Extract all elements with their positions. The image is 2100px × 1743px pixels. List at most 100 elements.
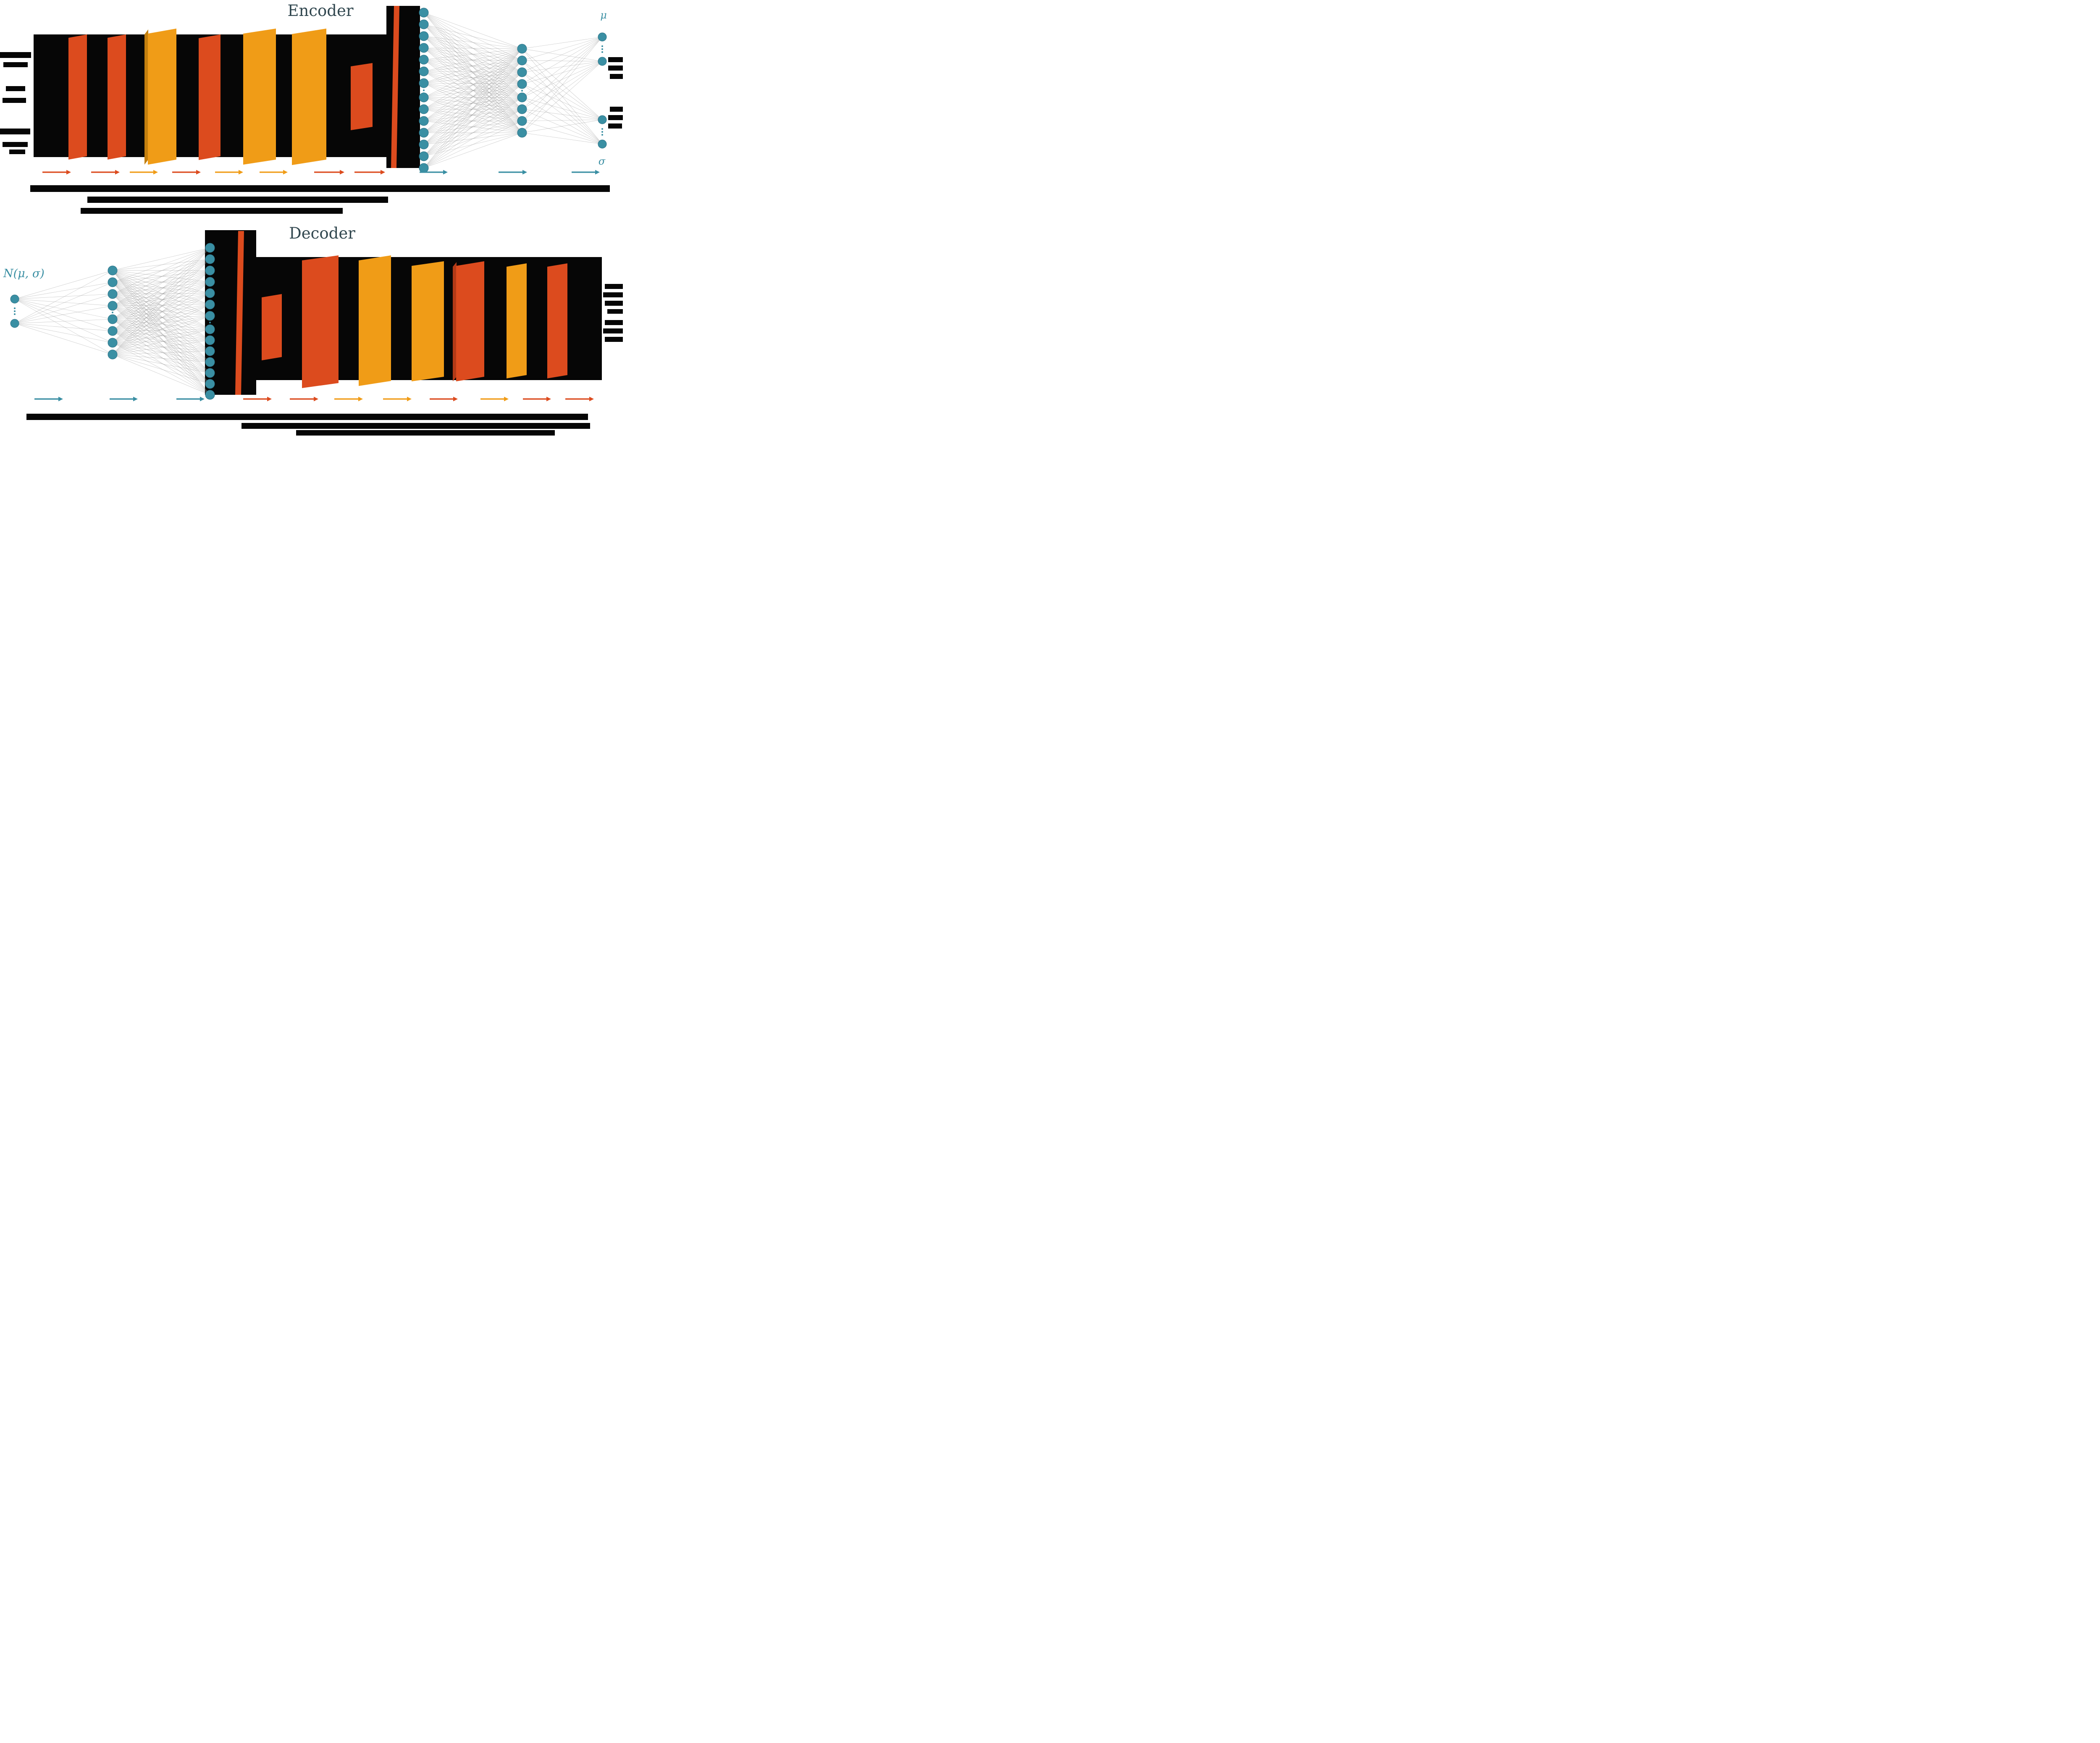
fc-edge: [112, 293, 210, 306]
fc-edge: [112, 270, 210, 343]
fc-edge: [112, 281, 210, 355]
decoder-right-label-bar: [607, 309, 623, 314]
decoder-fc-node: [205, 265, 215, 276]
fc-edge: [112, 293, 210, 294]
fc-edge: [112, 294, 210, 305]
encoder-pool-slab-side: [144, 29, 148, 165]
fc-edge: [112, 294, 210, 316]
fc-edge: [112, 293, 210, 320]
encoder-conv-slab: [351, 63, 373, 130]
fc-edge: [423, 97, 522, 133]
fc-edge: [522, 84, 603, 144]
encoder-left-label-bar: [3, 98, 26, 103]
decoder-fc-node: [205, 335, 215, 345]
encoder-fc-node: [419, 55, 429, 65]
fc-edge: [112, 247, 210, 283]
encoder-pool-slab: [243, 29, 276, 165]
fc-edge: [423, 97, 522, 157]
fc-edge: [112, 270, 210, 362]
fc-edge: [112, 282, 210, 373]
fc-edge: [423, 12, 522, 98]
fc-edge: [112, 281, 210, 306]
decoder-flow-arrow-head: [133, 396, 138, 402]
decoder-conv-slab: [456, 261, 484, 381]
diagram-svg: Encoder Decoder μ σ N(μ, σ): [0, 2, 623, 436]
fc-ellipsis-dot: [521, 90, 523, 92]
fc-edge: [112, 315, 210, 343]
fc-edge: [522, 109, 603, 144]
encoder-left-label-bar: [3, 62, 28, 67]
fc-edge: [14, 282, 113, 324]
fc-ellipsis-dot: [601, 51, 603, 53]
decoder-fc-node: [108, 289, 118, 299]
fc-edge: [112, 270, 210, 294]
fc-edge: [423, 24, 522, 98]
decoder-right-label-bar: [605, 301, 623, 306]
fc-edge: [112, 247, 210, 343]
fc-edge: [112, 304, 210, 355]
encoder-right-label-bar: [610, 107, 623, 112]
fc-ellipsis-dot: [601, 134, 603, 136]
fc-edge: [14, 299, 113, 343]
fc-edge: [112, 259, 210, 306]
decoder-caption-bar: [242, 423, 590, 429]
encoder-flow-arrow-head: [340, 170, 344, 175]
encoder-conv-slab: [68, 34, 87, 160]
encoder-left-label-bar: [0, 129, 30, 134]
fc-edge: [522, 37, 603, 133]
fc-edge: [112, 247, 210, 294]
fc-edge: [14, 282, 113, 299]
fc-ellipsis-dot: [521, 87, 523, 89]
fc-edge: [112, 331, 210, 395]
fc-ellipsis-dot: [601, 45, 603, 47]
fc-edge: [423, 48, 522, 121]
encoder-fc-node: [517, 44, 527, 54]
fc-edge: [112, 331, 210, 362]
decoder-flow-arrow-head: [200, 396, 205, 402]
fc-edge: [112, 270, 210, 384]
decoder-conv-slab: [547, 263, 567, 378]
fc-edge: [112, 282, 210, 384]
fc-edge: [112, 247, 210, 331]
fc-edge: [423, 72, 522, 168]
fc-edge: [14, 323, 113, 343]
fc-ellipsis-dot: [601, 131, 603, 133]
fc-edge: [112, 304, 210, 306]
fc-edge: [522, 61, 603, 110]
mu-label: μ: [600, 9, 607, 21]
mu-node: [598, 57, 607, 66]
fc-edge: [112, 270, 210, 331]
decoder-fc-node: [108, 338, 118, 348]
fc-edge: [112, 259, 210, 355]
fc-edge: [112, 282, 210, 294]
fc-edge: [112, 340, 210, 355]
encoder-fc-node: [517, 55, 527, 66]
encoder-fc-node: [517, 67, 527, 77]
encoder-right-label-bar: [608, 66, 623, 71]
fc-edge: [14, 299, 113, 306]
decoder-fc-node: [205, 288, 215, 298]
fc-edge: [522, 84, 603, 120]
fc-edge: [112, 315, 210, 355]
decoder-fc-node: [205, 254, 215, 264]
encoder-caption-bar: [81, 208, 343, 214]
fc-edge: [112, 270, 210, 282]
fc-edge: [112, 294, 210, 362]
fc-edge: [112, 342, 210, 384]
fc-edge: [423, 83, 522, 98]
fc-edge: [112, 270, 210, 316]
fc-edge: [112, 342, 210, 395]
layer-flow-arrows: [34, 170, 600, 402]
fc-edge: [423, 48, 522, 98]
fc-edge: [423, 132, 522, 168]
encoder-flatten-slab: [391, 6, 399, 168]
fc-edge: [112, 270, 210, 294]
fc-edge: [112, 319, 210, 362]
fc-edge: [112, 294, 210, 352]
decoder-pool-slab: [507, 263, 527, 378]
fc-edge: [112, 282, 210, 362]
decoder-right-label-bar: [603, 292, 623, 297]
layer-text-bars: [0, 52, 623, 436]
encoder-right-label-bar: [610, 74, 623, 79]
fc-edge: [112, 270, 210, 373]
